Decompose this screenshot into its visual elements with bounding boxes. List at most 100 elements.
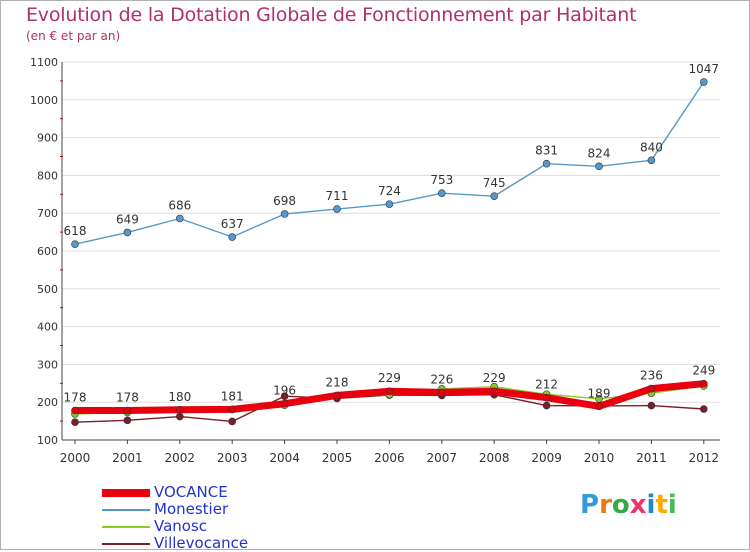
logo-letter: t: [655, 490, 668, 520]
legend-label-vanosc: Vanosc: [154, 517, 208, 535]
y-tick-label: 600: [37, 245, 58, 258]
logo-letter: x: [629, 490, 647, 520]
data-point-villevocance: [228, 417, 236, 426]
data-label-vocance: 178: [116, 391, 139, 405]
data-label-vocance: 189: [588, 386, 611, 400]
data-point-vanosc: [595, 394, 603, 403]
data-point-vocance: [123, 406, 132, 415]
data-label-monestier: 824: [588, 146, 611, 160]
legend-swatch-vanosc: [102, 526, 150, 528]
logo-letter: i: [646, 490, 656, 520]
data-label-monestier: 840: [640, 140, 663, 154]
x-tick-label: 2010: [584, 451, 615, 465]
y-tick-label: 900: [37, 132, 58, 145]
data-label-monestier: 831: [535, 144, 558, 158]
data-label-vocance: 226: [430, 372, 453, 386]
data-label-monestier: 686: [168, 198, 191, 212]
data-point-monestier: [699, 78, 708, 86]
x-tick-label: 2001: [112, 451, 143, 465]
x-tick-label: 2009: [531, 451, 562, 465]
x-tick-label: 2011: [636, 451, 667, 465]
data-point-monestier: [333, 205, 341, 213]
legend-swatch-vocance: [102, 489, 150, 497]
data-label-vocance: 178: [64, 391, 87, 405]
data-point-villevocance: [699, 405, 708, 413]
data-point-vocance: [595, 402, 603, 411]
y-tick-label: 500: [37, 283, 58, 296]
data-point-monestier: [542, 159, 551, 168]
data-point-vocance: [71, 406, 79, 415]
y-tick-label: 800: [37, 169, 58, 182]
data-point-vocance: [647, 384, 656, 393]
data-label-monestier: 649: [116, 212, 139, 226]
x-tick-label: 2003: [217, 451, 248, 465]
data-point-villevocance: [280, 392, 289, 400]
data-label-vocance: 218: [326, 375, 349, 389]
y-tick-label: 200: [37, 396, 58, 409]
data-point-vocance: [280, 399, 289, 408]
data-point-vocance: [176, 405, 184, 414]
data-point-monestier: [71, 240, 79, 248]
data-point-villevocance: [542, 401, 551, 410]
chart-title: Evolution de la Dotation Globale de Fonc…: [26, 4, 637, 26]
data-label-monestier: 711: [326, 189, 349, 203]
data-label-vocance: 196: [273, 384, 296, 398]
y-tick-label: 100: [37, 434, 58, 447]
data-point-monestier: [385, 200, 394, 208]
data-point-monestier: [437, 189, 446, 197]
x-tick-label: 2002: [165, 451, 196, 465]
data-label-vocance: 229: [378, 371, 401, 385]
data-point-vocance: [490, 387, 499, 396]
data-point-vocance: [542, 393, 551, 402]
x-tick-label: 2008: [479, 451, 510, 465]
data-label-vocance: 181: [221, 389, 244, 403]
y-tick-label: 1000: [30, 94, 58, 107]
data-label-vocance: 212: [535, 378, 558, 392]
legend-label-villevocance: Villevocance: [154, 534, 249, 552]
chart-subtitle: (en € et par an): [26, 29, 121, 43]
data-point-vocance: [699, 379, 708, 388]
data-point-villevocance: [123, 416, 132, 425]
data-label-vocance: 180: [168, 390, 191, 404]
data-point-monestier: [595, 162, 603, 171]
y-tick-label: 300: [37, 358, 58, 371]
legend-label-monestier: Monestier: [154, 500, 229, 518]
data-label-monestier: 753: [430, 173, 453, 187]
logo-letter: r: [599, 490, 612, 520]
data-label-monestier: 698: [273, 194, 296, 208]
data-point-monestier: [647, 156, 656, 165]
y-tick-label: 400: [37, 321, 58, 334]
data-point-monestier: [228, 233, 236, 241]
logo-letter: i: [667, 490, 677, 520]
x-tick-label: 2006: [374, 451, 405, 465]
x-tick-label: 2005: [322, 451, 353, 465]
data-label-monestier: 745: [483, 176, 506, 190]
data-point-monestier: [280, 210, 289, 218]
logo-letter: o: [611, 490, 630, 520]
data-point-vocance: [385, 387, 394, 396]
y-tick-label: 700: [37, 207, 58, 220]
data-label-monestier: 1047: [689, 62, 720, 76]
legend-swatch-villevocance: [102, 543, 150, 545]
data-point-villevocance: [647, 401, 656, 410]
legend-label-vocance: VOCANCE: [154, 483, 228, 501]
legend-swatch-monestier: [102, 509, 150, 511]
y-tick-label: 1100: [30, 56, 58, 69]
data-point-monestier: [490, 192, 499, 200]
data-point-villevocance: [176, 412, 184, 421]
x-tick-label: 2012: [689, 451, 720, 465]
x-tick-label: 2004: [269, 451, 300, 465]
logo-letter: P: [580, 490, 600, 520]
data-point-monestier: [123, 228, 132, 237]
data-label-monestier: 618: [64, 224, 87, 238]
data-point-villevocance: [71, 418, 79, 427]
data-label-monestier: 637: [221, 217, 244, 231]
x-tick-label: 2007: [427, 451, 458, 465]
data-label-vocance: 249: [692, 364, 715, 378]
data-label-vocance: 236: [640, 369, 663, 383]
data-label-monestier: 724: [378, 184, 401, 198]
data-point-vocance: [228, 405, 236, 414]
data-label-vocance: 229: [483, 371, 506, 385]
x-tick-label: 2000: [60, 451, 91, 465]
